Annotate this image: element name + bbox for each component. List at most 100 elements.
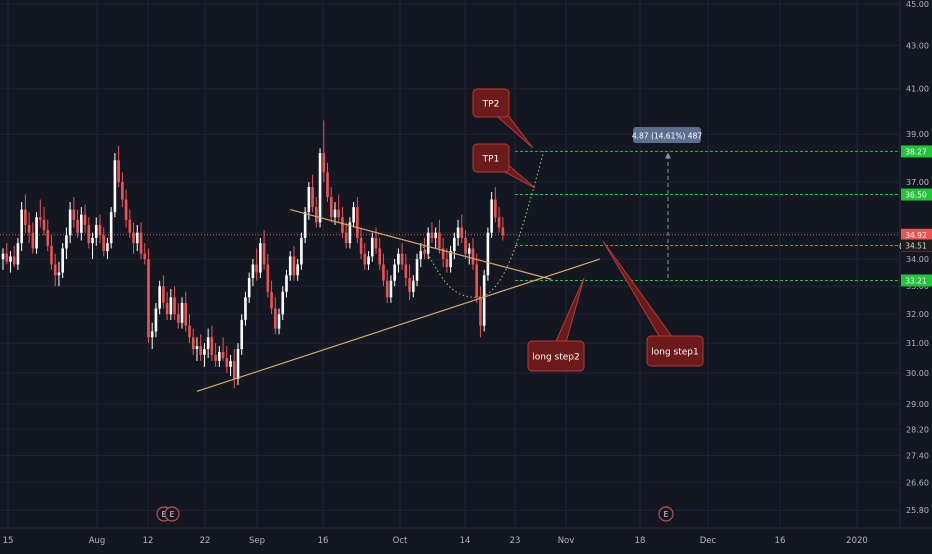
trendline-lower[interactable] — [196, 258, 600, 392]
candle-body — [438, 232, 441, 249]
time-tick-label: 23 — [510, 536, 521, 546]
callout-box-tp2[interactable] — [472, 88, 510, 118]
candle-body — [393, 264, 396, 281]
time-axis[interactable] — [0, 528, 932, 550]
callout-box-tp1[interactable] — [472, 143, 510, 173]
callout-label-tp2: TP2 — [482, 100, 500, 110]
candle-body — [232, 360, 236, 380]
price-tick-label: 39.00 — [906, 130, 929, 139]
candle-body — [296, 264, 299, 276]
candle-body — [229, 360, 232, 367]
candle-body — [83, 214, 87, 225]
candle-body — [471, 248, 475, 265]
candle-body — [5, 253, 9, 262]
candle-body — [255, 264, 258, 273]
earnings-event-label: E — [664, 510, 669, 519]
candle-body — [270, 291, 273, 309]
callout-box-long_step2[interactable] — [527, 340, 585, 372]
price-badge-entry — [901, 239, 932, 252]
candle-body — [128, 219, 132, 233]
candle-body — [300, 237, 303, 265]
candle-body — [109, 212, 113, 244]
candle-body — [121, 182, 124, 200]
candle-body — [494, 199, 497, 218]
candle-body — [445, 259, 449, 268]
candle-body — [449, 251, 452, 268]
candle-body — [341, 217, 344, 233]
projection-curve[interactable] — [420, 151, 545, 298]
candle-body — [356, 207, 359, 238]
earnings-event-icon[interactable] — [164, 506, 180, 522]
time-tick-label: 16 — [318, 536, 329, 546]
candle-body — [195, 346, 199, 350]
grid-lines — [0, 0, 900, 528]
candle-body — [203, 349, 206, 355]
candle-body — [9, 256, 12, 262]
candle-body — [240, 319, 244, 350]
candle-body — [352, 207, 355, 223]
candle-body — [311, 187, 314, 208]
price-tick-label: 34.00 — [906, 255, 929, 264]
earnings-event-label: E — [162, 510, 167, 519]
candle-body — [426, 232, 430, 254]
candle-body — [464, 237, 467, 254]
candle-body — [415, 259, 419, 281]
candle-body — [20, 209, 23, 244]
price-tick-label: 33.00 — [906, 282, 929, 291]
candle-body — [42, 219, 46, 231]
candle-body — [273, 308, 277, 329]
price-tick-label: 31.00 — [906, 339, 929, 348]
callout-label-long_step1: long step1 — [651, 348, 698, 358]
time-axis-ticks: 15 Aug 12 22 Sep 16 Oct 14 23 Nov 18 Dec 16 2020 — [3, 536, 868, 546]
projection[interactable]: 4.87 (14.61%) 487 — [420, 127, 703, 298]
candle-body — [419, 251, 423, 260]
price-badge-tp2 — [901, 145, 932, 158]
candle-body — [154, 308, 158, 332]
candle-body — [389, 280, 393, 298]
candle-body — [475, 264, 479, 298]
price-tick-label: 29.00 — [906, 400, 929, 409]
candle-body — [326, 172, 329, 198]
candle-body — [397, 253, 400, 265]
candle-body — [106, 243, 109, 252]
candle-body — [87, 224, 91, 244]
candle-body — [1, 253, 5, 260]
candle-body — [16, 243, 20, 265]
candle-body — [266, 264, 270, 292]
candle-body — [184, 302, 188, 326]
candle-body — [150, 331, 154, 338]
price-tick-label: 28.20 — [906, 425, 929, 434]
time-tick-label: 22 — [200, 536, 211, 546]
price-tick-label: 25.80 — [906, 506, 929, 515]
trendlines[interactable] — [196, 209, 600, 392]
measure-box[interactable] — [633, 127, 701, 143]
price-badge-label-last: 34.92 — [905, 231, 927, 240]
candle-body — [277, 314, 281, 329]
price-tick-label: 26.60 — [906, 478, 929, 487]
time-tick-label: 15 — [3, 536, 14, 546]
candle-body — [139, 232, 143, 254]
price-tick-label: 30.00 — [906, 369, 929, 378]
annotations[interactable]: TP2 TP1 long step2 long step1 — [472, 88, 704, 372]
callout-box-long_step1[interactable] — [646, 335, 704, 367]
time-tick-label: Dec — [700, 536, 717, 546]
candle-body — [453, 237, 456, 252]
candle-body — [333, 209, 337, 218]
price-tick-label: 37.00 — [906, 178, 929, 187]
candle-body — [497, 217, 501, 228]
candle-body — [61, 248, 64, 273]
candle-body — [456, 227, 460, 238]
candle-body — [173, 297, 176, 315]
candle-body — [247, 278, 251, 298]
time-tick-label: Aug — [89, 536, 106, 546]
candle-body — [337, 209, 340, 218]
earnings-event-label: E — [170, 510, 175, 519]
candle-body — [344, 232, 348, 244]
earnings-event-icon[interactable] — [658, 506, 674, 522]
time-tick-label: Nov — [558, 536, 575, 546]
time-tick-label: 18 — [635, 536, 646, 546]
trendline-upper[interactable] — [290, 209, 552, 280]
